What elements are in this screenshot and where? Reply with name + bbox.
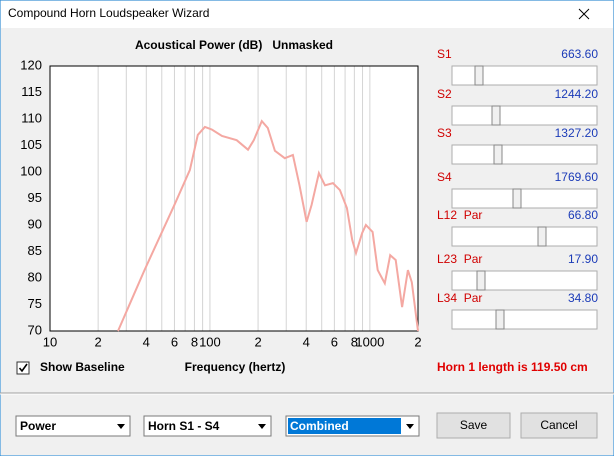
dropdown-selection[interactable] [288,418,401,434]
slider-value: 66.80 [568,208,598,222]
slider-thumb[interactable] [537,226,547,247]
dropdown-box[interactable] [15,415,131,437]
slider-value: 663.60 [561,47,598,61]
slider[interactable] [451,309,598,330]
dropdown-text[interactable]: Combined [290,419,349,433]
button-box[interactable] [436,412,511,439]
slider[interactable] [451,226,598,247]
slider[interactable] [451,105,598,126]
slider-track[interactable] [451,105,598,126]
title-bar [1,1,613,28]
x-tick-label: 10 [43,334,57,349]
x-tick-label: 4 [303,334,310,349]
slider-label: S1 [437,47,452,61]
y-tick-label: 105 [20,137,42,152]
x-tick-label: 6 [171,334,178,349]
slider-value: 1769.60 [555,170,599,184]
window-title: Compound Horn Loudspeaker Wizard [8,6,209,20]
dropdown[interactable]: Power [15,415,131,437]
slider-track[interactable] [451,226,598,247]
slider-thumb[interactable] [495,309,505,330]
dropdown-arrow[interactable] [406,424,414,429]
x-tick-label: 4 [143,334,150,349]
x-tick-label: 8 [351,334,358,349]
slider[interactable] [451,144,598,165]
horn-length: Horn 1 length is 119.50 cm [437,360,588,374]
dropdown-box[interactable] [143,415,272,437]
y-tick-label: 85 [28,243,42,258]
data-line [117,119,419,332]
button[interactable]: Cancel [520,412,598,439]
dropdown-text[interactable]: Horn S1 - S4 [148,419,220,433]
y-tick-label: 80 [28,269,42,284]
check-mark [18,363,28,373]
slider-label: S4 [437,170,452,184]
x-tick-label: 6 [331,334,338,349]
slider-value: 17.90 [568,252,598,266]
slider-track[interactable] [451,188,598,209]
x-tick-label: 2 [414,334,421,349]
checkbox[interactable] [16,361,30,375]
slider-label: S2 [437,87,452,101]
slider-thumb[interactable] [476,270,486,291]
plot-area [50,66,418,331]
slider-thumb[interactable] [474,65,484,86]
button-text[interactable]: Cancel [540,418,577,432]
slider[interactable] [451,65,598,86]
slider-value: 1244.20 [555,87,599,101]
slider-value: 1327.20 [555,126,599,140]
dropdown[interactable]: Horn S1 - S4 [143,415,272,437]
y-tick-label: 110 [21,110,42,125]
slider-thumb[interactable] [493,144,503,165]
y-tick-label: 70 [28,322,42,337]
x-tick-label: 1000 [355,334,384,349]
dropdown[interactable]: Combined [285,415,420,437]
x-tick-label: 8 [191,334,198,349]
y-tick-label: 120 [20,57,42,72]
slider[interactable] [451,270,598,291]
y-tick-label: 100 [20,163,42,178]
dropdown-arrow[interactable] [258,424,266,429]
slider-label: S3 [437,126,452,140]
slider-thumb[interactable] [512,188,522,209]
slider-label: L34 Par [437,291,482,305]
y-tick-label: 95 [28,190,42,205]
close-button[interactable] [578,8,590,20]
dropdown-text[interactable]: Power [20,419,56,433]
slider-track[interactable] [451,309,598,330]
slider-label: L23 Par [437,252,482,266]
y-tick-label: 90 [28,216,42,231]
slider-thumb[interactable] [491,105,501,126]
chart-title: Acoustical Power (dB) Unmasked [135,38,333,52]
button-text[interactable]: Save [460,418,488,432]
y-tick-label: 115 [21,84,42,99]
x-axis-label: Frequency (hertz) [185,360,286,374]
slider-track[interactable] [451,270,598,291]
button-box[interactable] [520,412,598,439]
slider-track[interactable] [451,144,598,165]
dropdown-arrow[interactable] [117,424,125,429]
slider-value: 34.80 [568,291,598,305]
x-tick-label: 100 [199,334,221,349]
x-tick-label: 2 [254,334,261,349]
button[interactable]: Save [436,412,511,439]
slider-label: L12 Par [437,208,482,222]
plot-border [49,65,419,332]
slider[interactable] [451,188,598,209]
x-tick-label: 2 [95,334,102,349]
y-tick-label: 75 [28,296,42,311]
checkbox-label[interactable]: Show Baseline [40,360,125,374]
slider-track[interactable] [451,65,598,86]
